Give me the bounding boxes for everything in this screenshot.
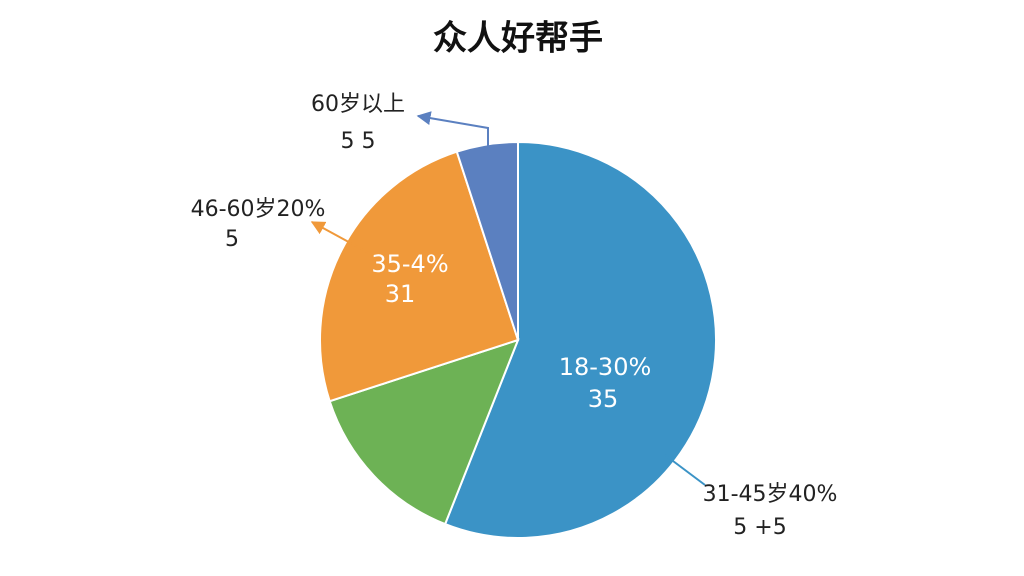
annotation: 5 <box>225 227 239 252</box>
labels: 18-30% 35 35-4%31 60岁以上 5 5 46-60岁20% 5 31-45岁4… <box>191 92 838 540</box>
annotation: 31-45岁40% <box>703 482 838 507</box>
annotation: 35-4% <box>371 250 448 278</box>
pie-slice <box>443 140 717 539</box>
annotation: 60岁以上 <box>311 92 405 117</box>
annotation: 18-30% <box>559 353 652 381</box>
annotation: 5 5 <box>341 129 376 154</box>
leader-line <box>664 454 706 486</box>
leader-line <box>310 221 379 259</box>
pie <box>319 140 717 539</box>
annotation: 35 <box>588 385 619 413</box>
annotation: 46-60岁20% <box>191 197 326 222</box>
leader-line <box>416 111 489 147</box>
pie-slice <box>319 150 520 403</box>
chart-title: 众人好帮手 <box>433 19 603 59</box>
annotation: 5 +5 <box>733 515 786 540</box>
annotation: 31 <box>385 280 416 308</box>
